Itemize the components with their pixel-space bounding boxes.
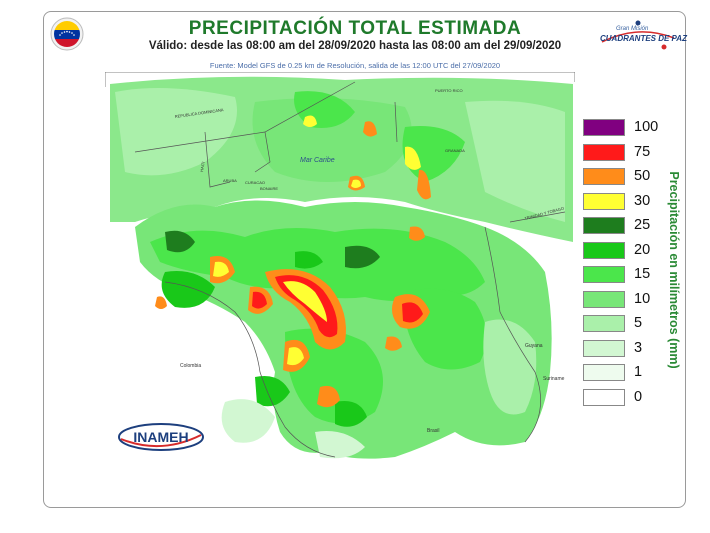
page-title: PRECIPITACIÓN TOTAL ESTIMADA (188, 18, 522, 39)
legend-label: 20 (634, 241, 651, 258)
legend-label: 10 (634, 290, 651, 307)
legend-swatch (583, 364, 625, 381)
legend-swatch (583, 290, 625, 308)
country-label: Colombia (180, 363, 201, 369)
legend-label: 30 (634, 192, 651, 209)
legend-label: 75 (634, 143, 651, 160)
country-label: Suriname (543, 376, 565, 382)
legend-label: 5 (634, 315, 643, 331)
legend-swatch (583, 217, 625, 234)
legend-label: 100 (634, 119, 659, 135)
legend-swatch (583, 266, 625, 283)
territory-label: BONAIRE (260, 186, 278, 191)
swoosh-icon (601, 20, 675, 50)
territory-label: HAITI (199, 161, 206, 172)
territory-label: REPUBLICA DOMINICANA (174, 107, 224, 119)
legend-label: 15 (634, 266, 651, 282)
precipitation-map: Mar Caribe Colombia Brasil Guyana Surina… (105, 72, 575, 465)
territory-label: PUERTO RICO (435, 88, 463, 93)
legend-label: 50 (634, 168, 651, 184)
territory-label: ARUBA (223, 178, 237, 183)
legend-swatch (583, 388, 625, 406)
legend-swatch (583, 339, 625, 357)
inameh-logo: INAMEH (117, 421, 205, 455)
legend-label: 25 (634, 217, 651, 233)
source-text: Fuente: Model GFS de 0.25 km de Resoluci… (209, 61, 501, 70)
territory-label: GRANADA (445, 148, 465, 153)
legend-swatch (583, 241, 625, 259)
legend-label: 3 (634, 339, 643, 356)
legend-title: Precipitación en milímetros (mm) (667, 171, 681, 369)
legend-swatch (583, 315, 625, 332)
inameh-swoosh-icon: INAMEH (118, 423, 204, 451)
country-label: Guyana (525, 343, 543, 349)
legend-swatch (583, 168, 625, 185)
legend-swatch (583, 119, 625, 136)
territory-label: CURACAO (245, 180, 265, 185)
sea-label: Mar Caribe (300, 157, 335, 164)
country-label: Brasil (427, 428, 440, 434)
venezuela-flag-logo (50, 17, 84, 51)
legend-label: 0 (634, 388, 643, 405)
validity-text: Válido: desde las 08:00 am del 28/09/202… (148, 40, 562, 52)
cuadrantes-de-paz-logo: Gran Misión CUADRANTES DE PAZ (598, 20, 687, 50)
legend-label: 1 (634, 364, 643, 380)
legend-swatch (583, 143, 625, 161)
svg-text:INAMEH: INAMEH (133, 429, 188, 445)
legend-swatch (583, 192, 625, 210)
